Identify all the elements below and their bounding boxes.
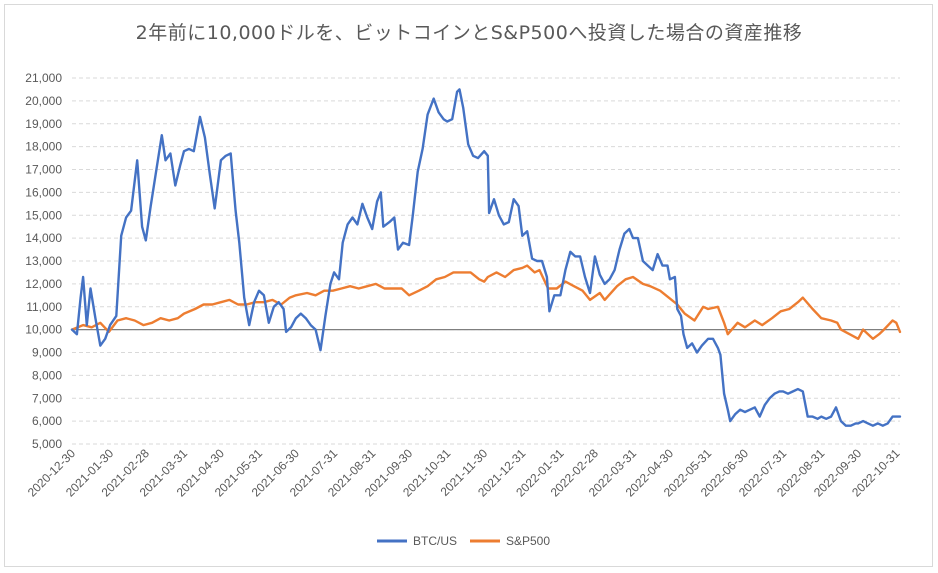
y-tick-label: 12,000 [25,277,62,291]
y-tick-label: 8,000 [32,368,62,382]
y-tick-label: 21,000 [25,71,62,85]
y-tick-label: 7,000 [32,391,62,405]
series-line-sp500 [70,264,902,340]
chart-frame [4,4,933,567]
legend: BTC/US S&P500 [377,534,550,548]
y-tick-label: 20,000 [25,94,62,108]
series-lines [70,88,902,427]
y-tick-label: 11,000 [26,300,62,314]
y-tick-label: 15,000 [25,208,62,222]
y-tick-label: 13,000 [25,254,62,268]
x-axis: 2020-12-302021-01-302021-02-282021-03-31… [25,446,903,500]
legend-label-btc: BTC/US [413,534,457,548]
series-line-btc [70,88,902,427]
y-tick-label: 17,000 [25,163,62,177]
y-tick-label: 9,000 [32,346,62,360]
y-tick-label: 19,000 [25,117,62,131]
y-tick-label: 14,000 [25,231,62,245]
chart-title: 2年前に10,000ドルを、ビットコインとS&P500へ投資した場合の資産推移 [135,22,803,44]
y-axis: 5,000 6,000 7,000 8,000 9,000 10,000 11,000 12,… [25,71,62,451]
y-tick-label: 5,000 [32,437,62,451]
legend-label-sp500: S&P500 [506,534,550,548]
y-tick-label: 10,000 [25,323,62,337]
y-tick-label: 16,000 [25,185,62,199]
y-tick-label: 6,000 [32,414,62,428]
y-tick-label: 18,000 [25,140,62,154]
